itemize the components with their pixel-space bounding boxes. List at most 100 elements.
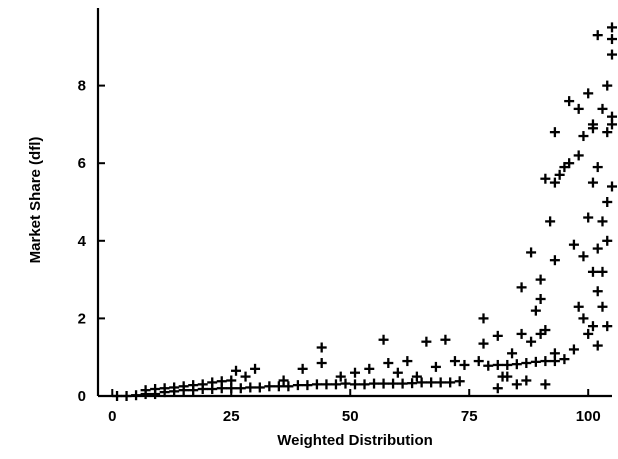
data-point [397, 378, 408, 389]
x-tick-label: 0 [108, 408, 116, 425]
data-point [483, 360, 494, 371]
data-point [478, 338, 489, 349]
data-point [378, 378, 389, 389]
data-point [597, 301, 608, 312]
data-point [502, 359, 513, 370]
data-point [602, 80, 613, 91]
data-point [440, 334, 451, 345]
x-tick-label: 25 [223, 408, 240, 425]
data-point [283, 381, 294, 392]
data-point [492, 359, 503, 370]
data-point [521, 375, 532, 386]
data-point [578, 131, 589, 142]
data-point [335, 371, 346, 382]
data-point [540, 173, 551, 184]
data-point [159, 383, 170, 394]
data-point [549, 127, 560, 138]
data-point [459, 359, 470, 370]
data-point [207, 377, 218, 388]
data-point [573, 103, 584, 114]
data-point [302, 380, 313, 391]
data-point [430, 361, 441, 372]
data-point [240, 371, 251, 382]
data-point [540, 325, 551, 336]
data-point [359, 379, 370, 390]
data-point [321, 379, 332, 390]
data-point [411, 371, 422, 382]
data-point [278, 375, 289, 386]
data-point [516, 328, 527, 339]
data-point [507, 348, 518, 359]
data-point [150, 384, 161, 395]
data-point [607, 49, 617, 60]
data-point [383, 358, 394, 369]
data-point [340, 378, 351, 389]
data-point [169, 382, 180, 393]
data-point [254, 382, 265, 393]
data-point [564, 158, 575, 169]
data-point [369, 378, 380, 389]
data-point [316, 342, 327, 353]
data-point [273, 381, 284, 392]
axes [96, 8, 612, 398]
data-point [549, 348, 560, 359]
data-point [392, 367, 403, 378]
data-point [597, 266, 608, 277]
data-point [231, 365, 242, 376]
data-point [226, 375, 237, 386]
data-point [311, 379, 322, 390]
data-point [402, 356, 413, 367]
data-point [602, 321, 613, 332]
data-point [473, 356, 484, 367]
data-point [435, 377, 446, 388]
data-point [516, 282, 527, 293]
data-point [449, 356, 460, 367]
data-point [554, 169, 565, 180]
data-point [264, 381, 275, 392]
data-point [535, 294, 546, 304]
data-point [540, 379, 551, 390]
data-point [587, 266, 598, 277]
data-point [583, 88, 594, 99]
data-point [587, 321, 598, 332]
data-point [607, 181, 617, 192]
data-point [426, 377, 437, 388]
data-point [416, 377, 427, 388]
data-point [592, 286, 603, 297]
data-point [526, 247, 537, 258]
x-axis-title: Weighted Distribution [277, 432, 433, 449]
data-point [526, 336, 537, 347]
data-point [530, 356, 541, 367]
data-point [592, 340, 603, 351]
data-point [297, 363, 308, 374]
data-point [607, 111, 617, 122]
data-point [540, 356, 551, 367]
y-axis-title: Market Share (dfl) [27, 137, 44, 264]
data-point [592, 30, 603, 41]
data-point [245, 382, 256, 393]
ticks: 0 25 50 75 100 0 2 4 6 8 [78, 78, 601, 425]
data-point [216, 376, 227, 387]
data-point [131, 390, 142, 401]
data-point [454, 376, 465, 387]
data-point [492, 330, 503, 341]
x-tick-label: 75 [461, 408, 478, 425]
data-point [188, 380, 199, 391]
data-point [407, 378, 418, 389]
data-point [549, 255, 560, 266]
data-point [587, 119, 598, 130]
data-point [235, 383, 246, 394]
data-point [478, 313, 489, 324]
data-point [121, 391, 132, 401]
data-point [592, 243, 603, 254]
data-point [250, 363, 261, 374]
data-point [530, 305, 541, 316]
data-point [535, 274, 546, 285]
data-point [421, 336, 432, 347]
y-tick-label: 8 [78, 78, 86, 95]
data-point [602, 235, 613, 246]
data-point [602, 127, 613, 138]
data-point [607, 22, 617, 33]
data-point [564, 96, 575, 107]
